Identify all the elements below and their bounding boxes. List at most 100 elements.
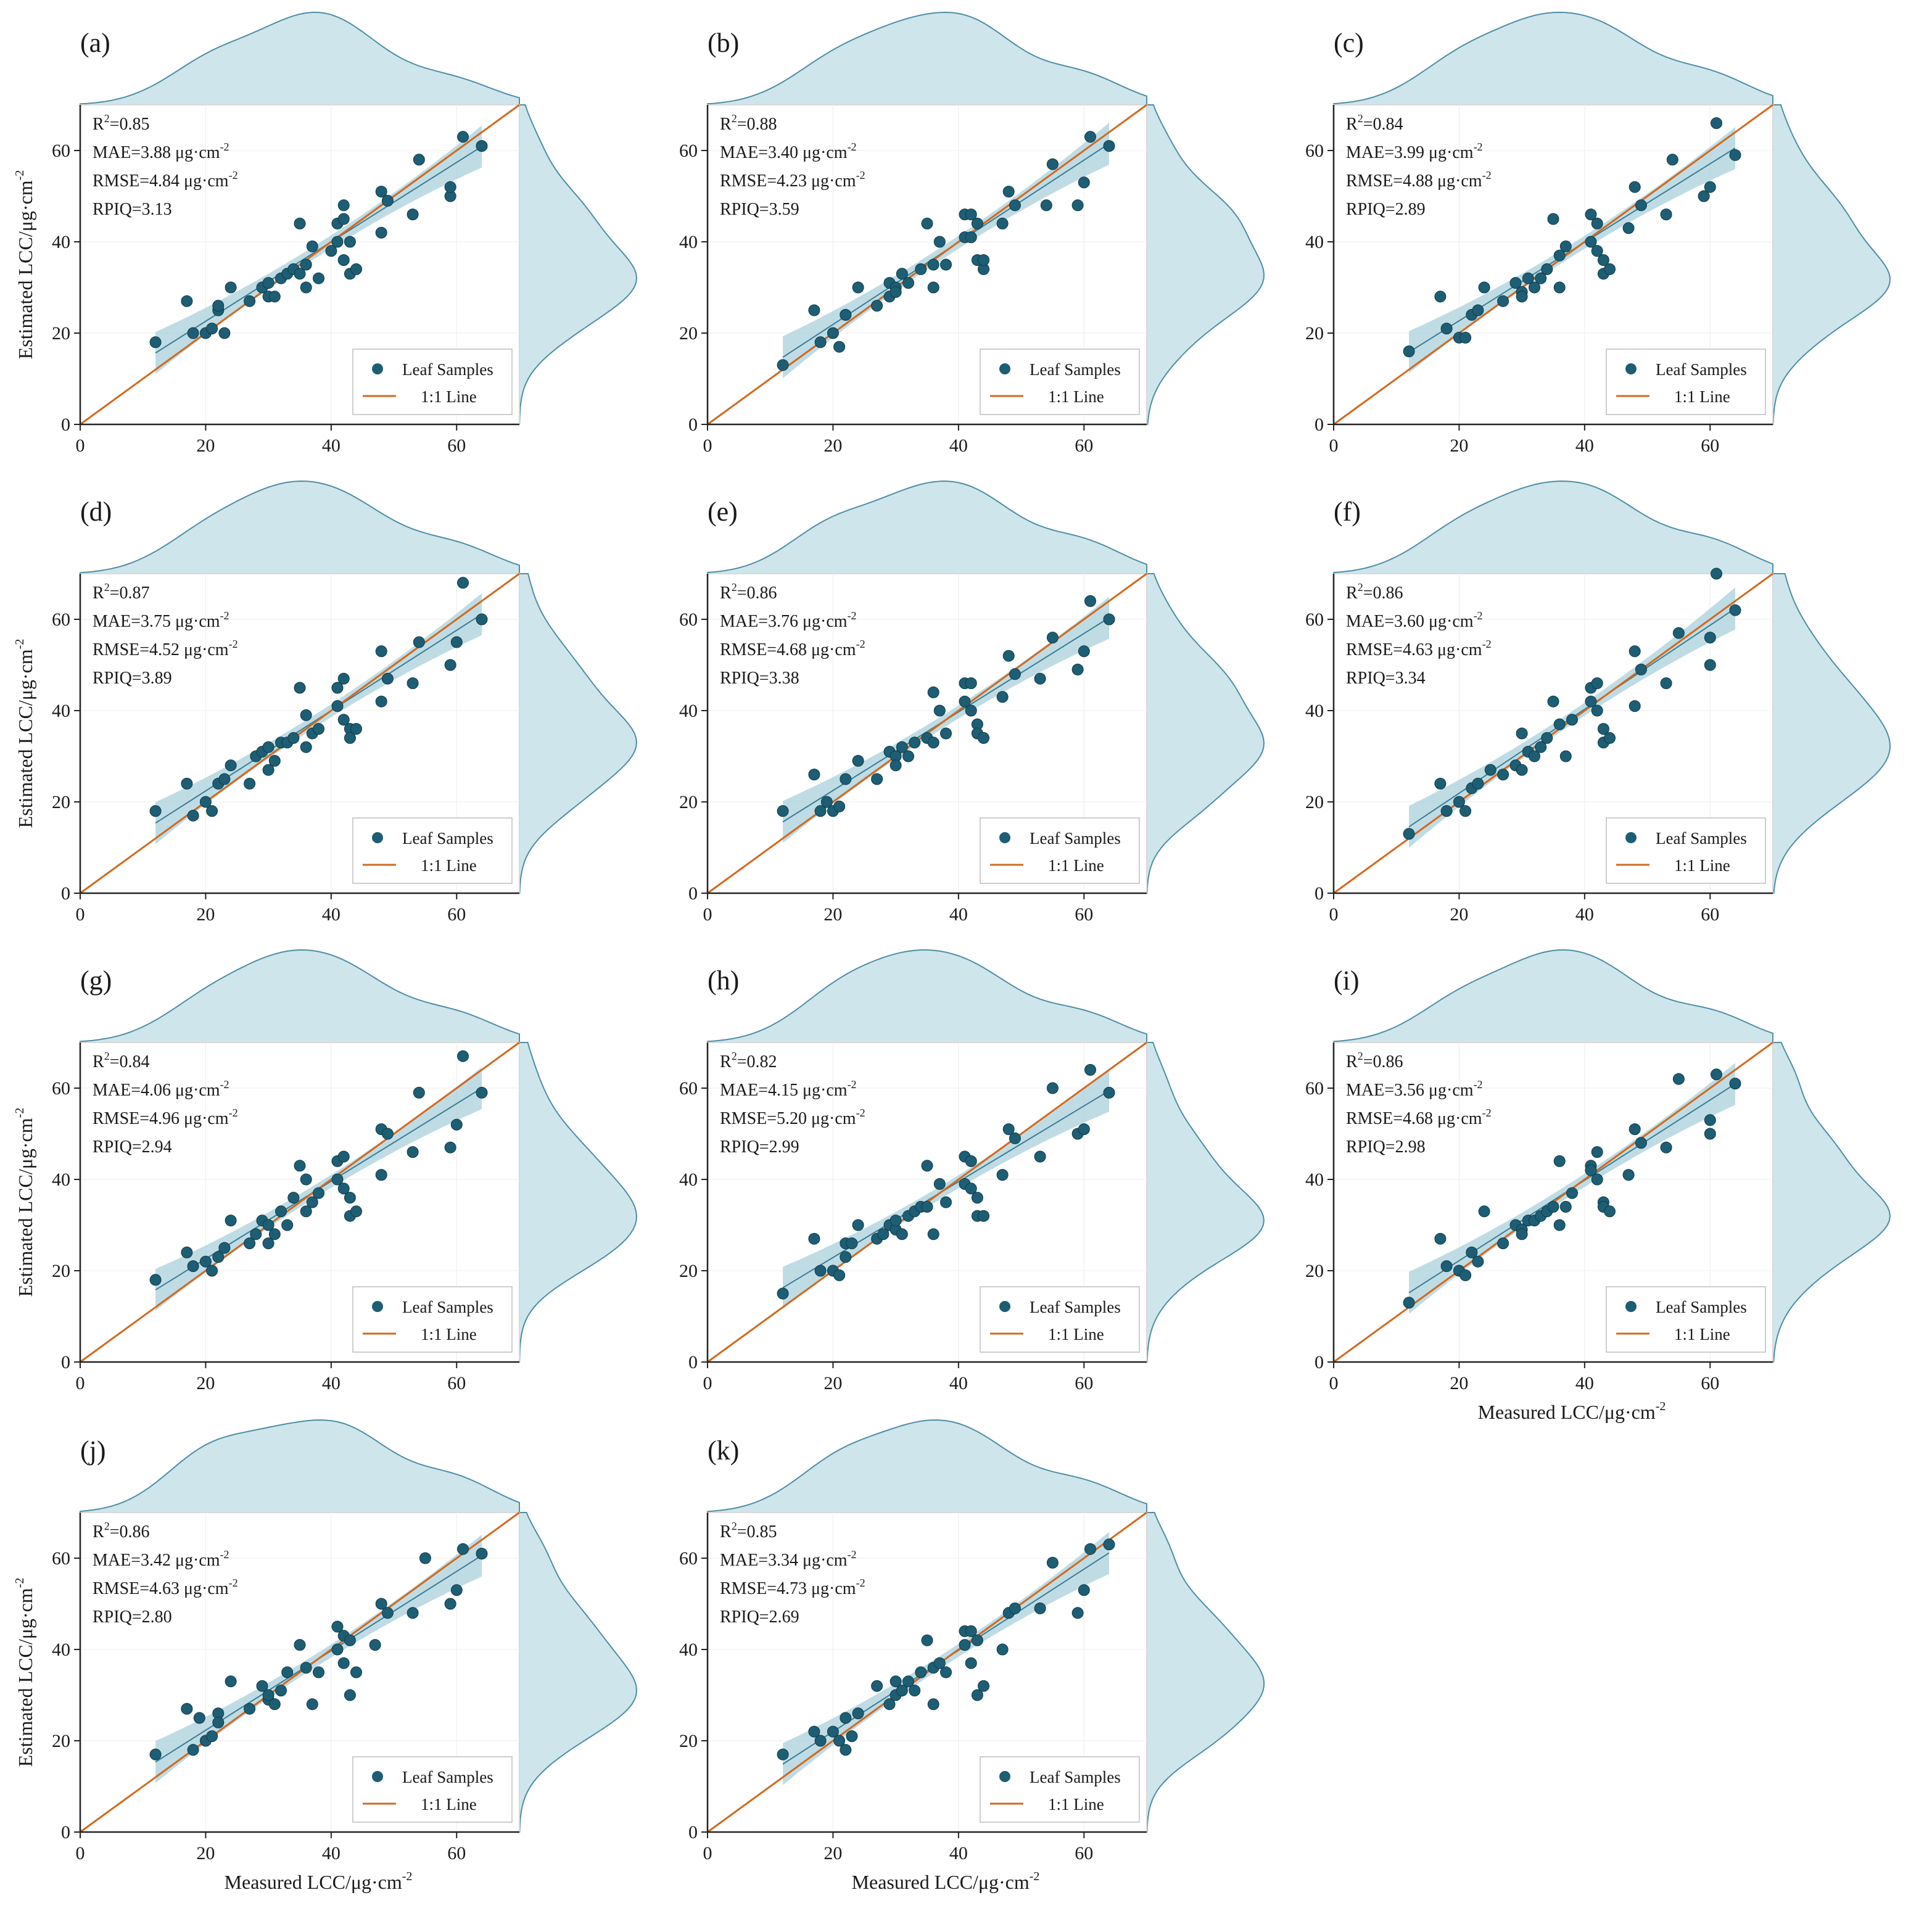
data-point bbox=[1604, 732, 1616, 744]
r-squared-symbol: R bbox=[720, 115, 732, 134]
rmse-text-sup: -2 bbox=[229, 1107, 238, 1119]
data-point bbox=[852, 754, 864, 767]
data-point bbox=[1453, 796, 1465, 808]
legend-points-label: Leaf Samples bbox=[1030, 1768, 1121, 1786]
legend-point-marker bbox=[999, 1301, 1010, 1312]
mae-text-main: MAE=3.42 μg·cm bbox=[93, 1551, 220, 1570]
data-point bbox=[407, 208, 419, 221]
mae-text: MAE=3.42 μg·cm-2 bbox=[93, 1548, 229, 1570]
x-density-curve bbox=[80, 480, 520, 574]
mae-text-sup: -2 bbox=[220, 1548, 229, 1561]
y-tick-label: 20 bbox=[679, 1261, 698, 1281]
y-tick-label: 60 bbox=[1305, 1078, 1324, 1099]
data-point bbox=[407, 1607, 419, 1619]
data-point bbox=[1672, 1073, 1685, 1085]
data-point bbox=[1078, 1123, 1090, 1136]
data-point bbox=[300, 1173, 312, 1186]
data-point bbox=[225, 759, 237, 772]
y-tick-label: 20 bbox=[1305, 1261, 1324, 1281]
x-density-curve bbox=[80, 949, 520, 1043]
data-point bbox=[1622, 1169, 1635, 1181]
data-point bbox=[244, 295, 256, 307]
r-squared-sup: 2 bbox=[104, 112, 110, 125]
y-density-curve bbox=[1146, 1512, 1265, 1833]
mae-text: MAE=3.34 μg·cm-2 bbox=[720, 1548, 857, 1570]
data-point bbox=[181, 1246, 193, 1258]
data-point bbox=[294, 1639, 306, 1651]
data-point bbox=[978, 732, 989, 744]
r-squared-sup: 2 bbox=[1358, 581, 1363, 593]
r-squared-symbol: R bbox=[1346, 115, 1358, 134]
legend-line-label: 1:1 Line bbox=[1048, 1795, 1104, 1814]
data-point bbox=[840, 308, 852, 321]
y-tick-label: 40 bbox=[679, 232, 698, 252]
mae-text-sup: -2 bbox=[220, 1078, 229, 1091]
y-axis-title: Estimated LCC/μg·cm-2 bbox=[13, 1108, 36, 1297]
rmse-text-sup: -2 bbox=[1482, 1107, 1492, 1119]
data-point bbox=[381, 194, 394, 207]
rmse-text-main: RMSE=4.88 μg·cm bbox=[1346, 171, 1482, 191]
data-point bbox=[1553, 1219, 1566, 1231]
y-axis-title-main: Estimated LCC/μg·cm bbox=[14, 1118, 36, 1297]
data-point bbox=[814, 805, 827, 817]
mae-text: MAE=3.40 μg·cm-2 bbox=[720, 141, 857, 162]
data-point bbox=[375, 226, 387, 239]
data-point bbox=[268, 1698, 281, 1711]
data-point bbox=[1440, 1260, 1453, 1273]
x-tick-label: 20 bbox=[1450, 904, 1468, 925]
data-point bbox=[971, 1689, 983, 1701]
r-squared-text: R2=0.86 bbox=[1346, 1050, 1403, 1071]
data-point bbox=[871, 300, 883, 312]
mae-text-main: MAE=3.76 μg·cm bbox=[720, 612, 848, 631]
y-tick-label: 40 bbox=[679, 1640, 698, 1660]
data-point bbox=[313, 1187, 324, 1199]
data-point bbox=[890, 286, 902, 298]
data-point bbox=[331, 682, 344, 694]
data-point bbox=[294, 217, 306, 229]
data-point bbox=[1547, 695, 1559, 708]
data-point bbox=[1009, 1602, 1021, 1614]
legend-points-label: Leaf Samples bbox=[1030, 1298, 1121, 1316]
r-squared-symbol: R bbox=[720, 1522, 732, 1542]
legend-box bbox=[352, 1756, 513, 1823]
data-point bbox=[1591, 704, 1603, 717]
r-squared-sup: 2 bbox=[732, 1520, 737, 1532]
data-point bbox=[971, 217, 983, 229]
r-squared-sup: 2 bbox=[104, 581, 110, 593]
x-axis-title-main: Measured LCC/μg·cm bbox=[1478, 1401, 1656, 1423]
rpiq-text-main: RPIQ=3.59 bbox=[720, 200, 799, 219]
data-point bbox=[1591, 677, 1603, 690]
data-point bbox=[337, 1150, 350, 1163]
y-axis-title-main: Estimated LCC/μg·cm bbox=[14, 180, 36, 359]
data-point bbox=[344, 1192, 356, 1204]
one-to-one-line bbox=[1333, 104, 1773, 426]
panel-label: (c) bbox=[1334, 28, 1364, 58]
x-tick-label: 0 bbox=[76, 904, 85, 925]
r-squared-symbol: R bbox=[93, 1522, 104, 1542]
x-tick-label: 60 bbox=[447, 1843, 466, 1864]
data-point bbox=[300, 258, 312, 271]
x-tick-label: 60 bbox=[447, 1373, 466, 1393]
x-tick-label: 60 bbox=[447, 904, 466, 925]
legend-box bbox=[980, 349, 1140, 415]
data-point bbox=[294, 1160, 306, 1172]
data-point bbox=[206, 323, 218, 335]
x-tick-label: 20 bbox=[196, 1373, 215, 1393]
legend-line-label: 1:1 Line bbox=[421, 387, 477, 406]
r-squared-sup: 2 bbox=[732, 581, 737, 593]
data-point bbox=[808, 769, 820, 781]
data-point bbox=[1472, 777, 1484, 790]
rmse-text: RMSE=4.23 μg·cm-2 bbox=[720, 169, 865, 191]
data-point bbox=[927, 1228, 939, 1240]
data-point bbox=[1084, 595, 1096, 607]
